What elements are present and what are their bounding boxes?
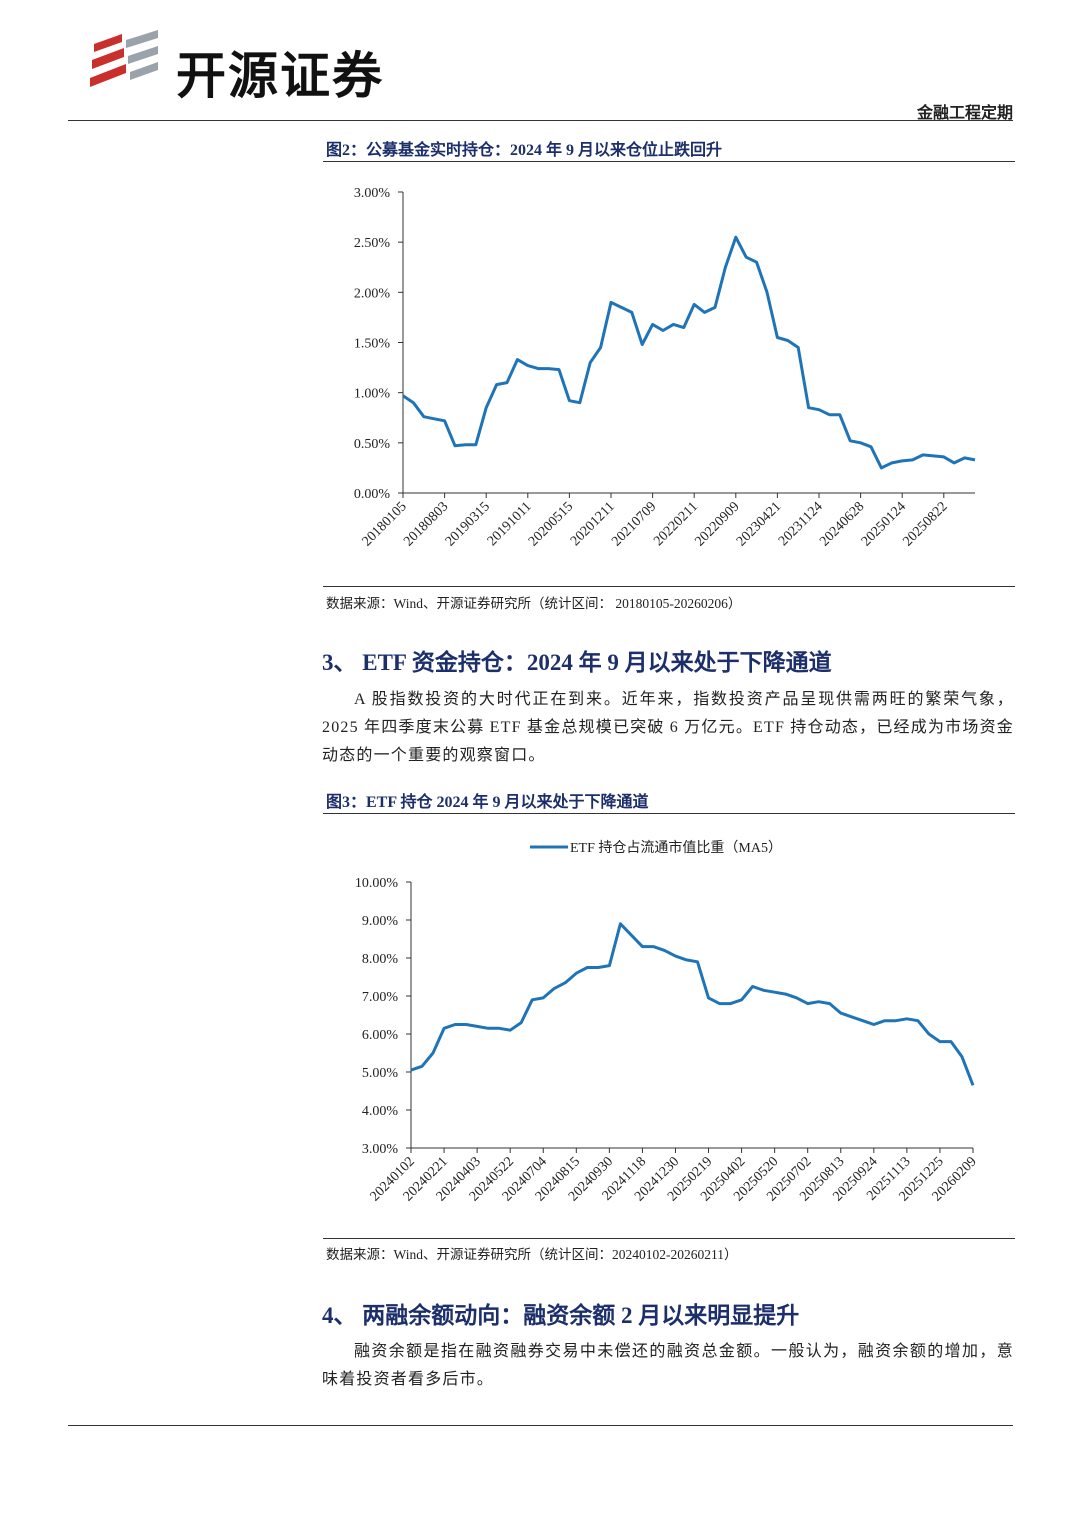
y-tick-label: 0.50% (354, 437, 391, 452)
y-tick-label: 2.00% (354, 286, 391, 301)
x-tick-label: 20190315 (443, 499, 493, 549)
y-tick-label: 10.00% (355, 876, 399, 891)
figure-rule (323, 1238, 1015, 1239)
figure-rule (323, 586, 1015, 587)
source: 数据来源：Wind、开源证券研究所（统计区间：20240102-20260211… (326, 1247, 738, 1262)
y-tick-label: 4.00% (362, 1104, 399, 1119)
x-tick-label: 20180105 (360, 499, 410, 549)
x-tick-label: 20220909 (692, 499, 742, 549)
x-tick-label: 20200515 (526, 499, 576, 549)
data-line (402, 235, 976, 470)
paragraph: 融资余额是指在融资融券交易中未偿还的融资总金额。一般认为，融资余额的增加，意味着… (322, 1343, 1014, 1388)
legend-label: ETF 持仓占流通市值比重（MA5） (570, 839, 782, 856)
figure-title: 图3：ETF 持仓 2024 年 9 月以来处于下降通道 (326, 794, 649, 811)
chart: 3.00% 4.00% 5.00% 6.00% 7.00% 8.00% 9.00% 10.00… (355, 839, 980, 1204)
figure-rule (323, 813, 1015, 814)
y-tick-label: 9.00% (362, 914, 399, 929)
paragraph: A 股指数投资的大时代正在到来。近年来，指数投资产品呈现供需两旺的繁荣气象，20… (322, 691, 1014, 764)
figure-title: 图2：公募基金实时持仓：2024 年 9 月以来仓位止跌回升 (326, 142, 723, 159)
footer-rule (68, 1425, 1013, 1426)
x-tick-label: 20230421 (734, 499, 784, 549)
header-tag: 金融工程定期 (916, 105, 1013, 122)
x-tick-label: 20240628 (817, 499, 867, 549)
y-tick-label: 3.00% (354, 186, 391, 201)
x-tick-label: 20201211 (568, 499, 618, 549)
y-tick-label: 7.00% (362, 990, 399, 1005)
x-tick-label: 20220211 (651, 499, 701, 549)
y-tick-label: 1.00% (354, 387, 391, 402)
x-tick-label: 20231124 (776, 499, 826, 549)
y-tick-label: 3.00% (362, 1142, 399, 1157)
y-tick-label: 5.00% (362, 1066, 399, 1081)
logo-icon (90, 30, 158, 87)
y-tick-label: 6.00% (362, 1028, 399, 1043)
y-tick-label: 8.00% (362, 952, 399, 967)
section-heading: 4、 两融余额动向：融资余额 2 月以来明显提升 (322, 1303, 800, 1328)
y-tick-label: 2.50% (354, 236, 391, 251)
header-rule (68, 120, 1013, 121)
x-tick-label: 20180803 (401, 499, 451, 549)
y-tick-label: 0.00% (354, 487, 391, 502)
x-tick-label: 20191011 (485, 499, 535, 549)
source: 数据来源：Wind、开源证券研究所（统计区间： 20180105-2026020… (326, 596, 742, 611)
brand: 开源证券 (176, 47, 384, 105)
chart: 0.00% 0.50% 1.00% 1.50% 2.00% 2.50% 3.00% 20180… (354, 186, 976, 549)
section-heading: 3、 ETF 资金持仓：2024 年 9 月以来处于下降通道 (322, 650, 832, 675)
y-tick-label: 1.50% (354, 337, 391, 352)
x-tick-label: 20250822 (900, 499, 950, 549)
data-line (410, 922, 975, 1086)
x-tick-label: 20210709 (609, 499, 659, 549)
x-tick-label: 20250124 (859, 499, 909, 549)
figure-rule (323, 161, 1015, 162)
